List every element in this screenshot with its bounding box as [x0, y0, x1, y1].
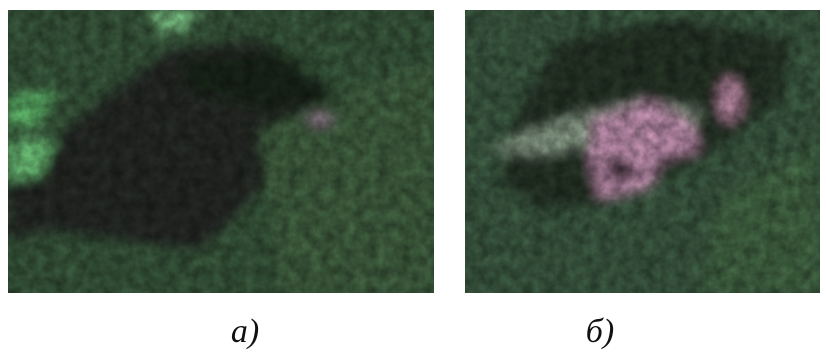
caption: б) — [586, 313, 614, 350]
caption: а) — [231, 313, 259, 350]
satellite-image-a — [8, 10, 434, 293]
figure: а) б) — [0, 0, 826, 356]
satellite-image-b — [465, 10, 820, 293]
